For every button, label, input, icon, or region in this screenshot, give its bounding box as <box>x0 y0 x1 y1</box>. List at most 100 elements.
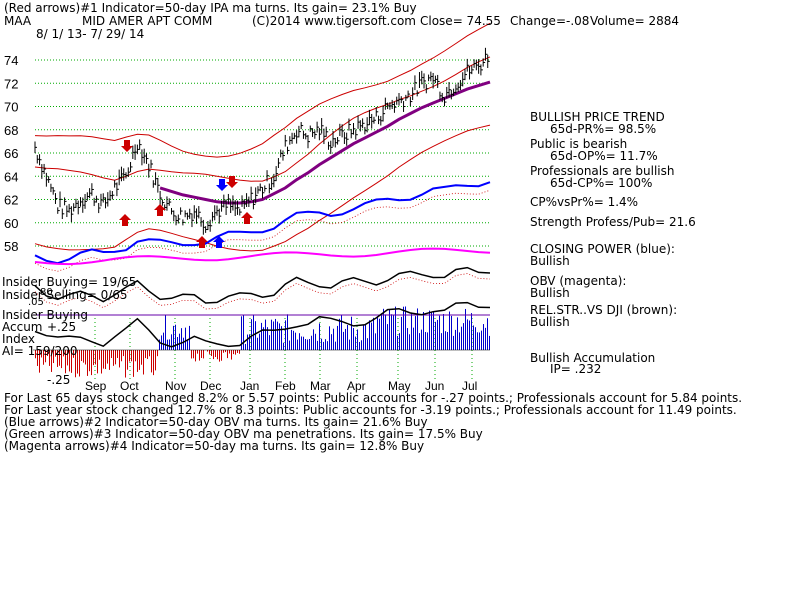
accum-bar <box>245 343 246 350</box>
accum-bar <box>459 332 460 350</box>
accum-bar <box>285 320 286 350</box>
accum-bar <box>407 328 408 350</box>
accum-bar <box>53 350 54 364</box>
accum-bar <box>427 332 428 350</box>
accum-bar <box>469 320 470 350</box>
signal-arrows <box>119 140 253 248</box>
accum-bar <box>41 350 42 358</box>
y-tick-label: 68 <box>4 123 18 138</box>
accum-bar <box>357 329 358 350</box>
accum-bar <box>351 316 352 350</box>
accum-bar <box>417 308 418 350</box>
accum-bar <box>187 339 188 350</box>
accum-bar <box>193 350 194 359</box>
accum-bar <box>279 323 280 350</box>
accum-bar <box>399 333 400 350</box>
accum-bar <box>445 331 446 350</box>
accum-bar <box>341 315 342 350</box>
accum-bar <box>337 325 338 350</box>
red-up-arrow <box>154 204 166 216</box>
accum-bar <box>97 350 98 374</box>
accum-bar <box>309 338 310 350</box>
price-bars <box>34 47 490 235</box>
accum-bar <box>233 350 234 355</box>
accum-bar <box>477 332 478 350</box>
accum-bar <box>423 312 424 350</box>
obv-lower-line <box>34 301 491 348</box>
obv-value: Bullish <box>530 286 570 300</box>
closing-power-line <box>34 181 491 265</box>
accum-bar <box>79 350 80 377</box>
accum-bar <box>261 322 262 350</box>
accum-bar <box>489 335 490 350</box>
accum-bar <box>381 313 382 350</box>
accum-bar <box>203 350 204 359</box>
op-pct: 65d-OP%= 11.7% <box>550 149 658 163</box>
red-down-arrow <box>226 176 238 188</box>
accum-bar <box>227 350 228 359</box>
accum-bar <box>451 315 452 350</box>
month-label: Nov <box>165 379 186 393</box>
accum-bar <box>43 350 44 365</box>
accum-bar <box>267 327 268 350</box>
accum-bar <box>293 330 294 350</box>
accum-bar <box>465 308 466 350</box>
accum-bar <box>437 319 438 350</box>
accum-bar <box>383 308 384 350</box>
accum-bar <box>353 328 354 350</box>
accum-bar <box>333 328 334 350</box>
accum-bar <box>487 318 488 350</box>
accum-bar <box>297 339 298 350</box>
accum-bar <box>251 319 252 350</box>
accum-bar <box>129 350 130 362</box>
accum-bar <box>259 333 260 350</box>
accum-bar <box>479 332 480 350</box>
accum-bar <box>71 350 72 373</box>
accum-bar <box>443 314 444 350</box>
accum-bar <box>355 336 356 350</box>
accum-bar <box>287 314 288 350</box>
accum-bar <box>113 350 114 366</box>
closing-power-value: Bullish <box>530 254 570 268</box>
accum-bar <box>303 336 304 350</box>
relstr-line <box>34 266 491 304</box>
accum-bar <box>435 321 436 350</box>
blue-up-arrow <box>213 236 225 248</box>
accum-bar <box>315 333 316 350</box>
accum-bar <box>105 350 106 369</box>
accum-bar <box>397 335 398 350</box>
accum-bar <box>99 350 100 360</box>
accum-bar <box>117 350 118 358</box>
accum-bar <box>69 350 70 372</box>
accum-bar <box>441 333 442 350</box>
accum-bar <box>463 323 464 350</box>
accum-bar <box>237 350 238 353</box>
accum-bar <box>83 350 84 363</box>
accum-bar <box>475 327 476 350</box>
accum-bar <box>39 350 40 373</box>
accum-bar <box>253 314 254 350</box>
accum-bar <box>173 325 174 350</box>
month-label: Jul <box>462 379 477 393</box>
close-value: Close= 74.55 <box>420 14 501 28</box>
month-labels: Sep Oct Nov Dec Jan Feb Mar Apr May Jun Jul <box>85 379 477 393</box>
accum-bar <box>103 350 104 369</box>
y-tick-label: 60 <box>4 216 18 231</box>
accum-bar <box>313 329 314 350</box>
date-range: 8/ 1/ 13- 7/ 29/ 14 <box>36 27 145 41</box>
accum-bar <box>135 350 136 362</box>
month-label: May <box>388 379 411 393</box>
accum-bar <box>231 350 232 360</box>
accum-bar <box>223 350 224 353</box>
accum-bar <box>177 337 178 350</box>
y-tick-label: 64 <box>4 169 18 184</box>
accum-bar <box>449 311 450 350</box>
accum-bar <box>157 350 158 357</box>
accum-bar <box>51 350 52 372</box>
insider-selling-count: Insider Selling= 0/65 <box>2 288 128 302</box>
accum-bar <box>471 313 472 350</box>
accum-bar <box>221 350 222 361</box>
accum-bar <box>133 350 134 377</box>
accum-bar <box>81 350 82 362</box>
accum-bar <box>137 350 138 372</box>
